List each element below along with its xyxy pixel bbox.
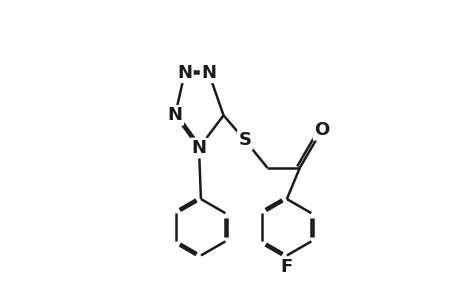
- Text: N: N: [177, 64, 192, 82]
- Text: F: F: [280, 258, 292, 276]
- Text: N: N: [191, 139, 206, 157]
- Text: N: N: [201, 64, 216, 82]
- Text: S: S: [238, 131, 251, 149]
- Text: O: O: [313, 121, 329, 139]
- Text: N: N: [167, 106, 182, 124]
